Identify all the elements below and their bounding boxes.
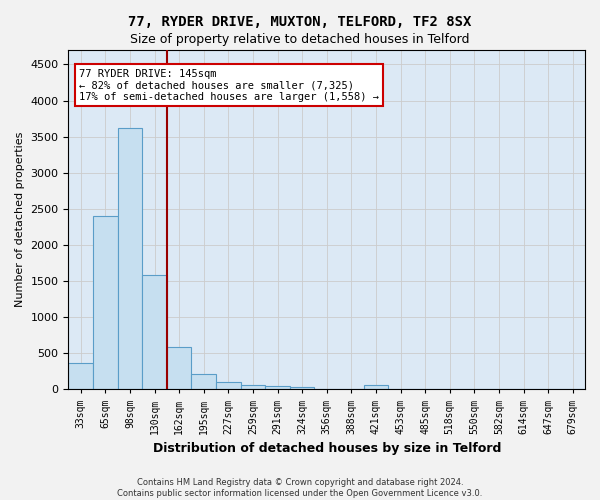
Bar: [241, 384, 265, 390]
Text: 77 RYDER DRIVE: 145sqm
← 82% of detached houses are smaller (7,325)
17% of semi-: 77 RYDER DRIVE: 145sqm ← 82% of detached…: [79, 68, 379, 102]
X-axis label: Distribution of detached houses by size in Telford: Distribution of detached houses by size …: [152, 442, 501, 455]
Bar: [364, 386, 388, 390]
Y-axis label: Number of detached properties: Number of detached properties: [15, 132, 25, 308]
Bar: [68, 364, 93, 390]
Bar: [216, 382, 241, 390]
Bar: [142, 276, 167, 390]
Bar: [167, 347, 191, 390]
Bar: [118, 128, 142, 390]
Bar: [265, 386, 290, 390]
Bar: [93, 216, 118, 390]
Text: Size of property relative to detached houses in Telford: Size of property relative to detached ho…: [130, 32, 470, 46]
Bar: [290, 386, 314, 390]
Text: Contains HM Land Registry data © Crown copyright and database right 2024.
Contai: Contains HM Land Registry data © Crown c…: [118, 478, 482, 498]
Text: 77, RYDER DRIVE, MUXTON, TELFORD, TF2 8SX: 77, RYDER DRIVE, MUXTON, TELFORD, TF2 8S…: [128, 15, 472, 29]
Bar: [191, 374, 216, 390]
